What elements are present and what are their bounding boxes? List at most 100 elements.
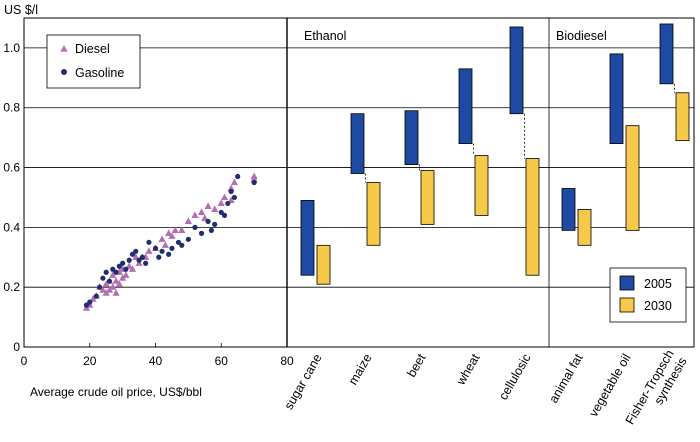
- gasoline-point: [228, 188, 234, 195]
- diesel-point: [115, 280, 123, 287]
- gasoline-point: [205, 218, 211, 224]
- category-label-line: maize: [346, 351, 375, 387]
- category-label: animal fat: [546, 351, 585, 405]
- diesel-point: [112, 289, 120, 296]
- diesel-point: [112, 277, 120, 284]
- gasoline-point: [166, 251, 172, 257]
- bar-2005: [350, 113, 365, 174]
- gasoline-point: [106, 278, 113, 284]
- diesel-point: [178, 226, 186, 233]
- diesel-point: [204, 202, 212, 210]
- category-label: maize: [346, 351, 375, 387]
- legend-gasoline-marker: [61, 69, 67, 75]
- legend-2005-label: 2005: [644, 277, 672, 291]
- bar-2030: [316, 244, 331, 285]
- ethanol-group-title: Ethanol: [304, 29, 346, 43]
- gasoline-point: [198, 230, 205, 236]
- bar-2005: [509, 26, 524, 115]
- bar-2030: [474, 155, 489, 216]
- plot-frame: [23, 17, 695, 348]
- bar-2030: [675, 92, 690, 142]
- y-tick-label: 0.2: [3, 280, 20, 294]
- gasoline-point: [123, 266, 129, 272]
- gasoline-point: [126, 257, 132, 263]
- gasoline-point: [169, 245, 175, 251]
- bar-2005: [609, 53, 624, 145]
- category-label: wheat: [453, 351, 483, 388]
- category-label-line: animal fat: [546, 351, 585, 405]
- bar-2030: [625, 125, 640, 231]
- diesel-point: [197, 208, 206, 216]
- gasoline-point: [113, 269, 119, 275]
- diesel-point: [145, 247, 153, 254]
- bar-2005: [458, 68, 473, 145]
- gasoline-point: [231, 194, 237, 201]
- gasoline-point: [110, 266, 116, 272]
- diesel-point: [99, 286, 107, 293]
- category-label: beet: [404, 351, 429, 380]
- gasoline-point: [235, 173, 241, 180]
- diesel-point: [158, 235, 166, 242]
- diesel-point: [122, 271, 130, 278]
- legend-2030-swatch: [619, 297, 635, 313]
- y-tick-label: 0.6: [3, 161, 20, 175]
- y-tick-label: 0: [13, 340, 20, 354]
- legend-2030-label: 2030: [644, 299, 672, 313]
- gasoline-point: [120, 260, 126, 266]
- diesel-point: [211, 205, 219, 213]
- gasoline-point: [221, 212, 228, 218]
- legend-diesel-label: Diesel: [75, 42, 110, 56]
- gasoline-point: [185, 236, 191, 242]
- diesel-point: [109, 271, 117, 278]
- gasoline-point: [179, 242, 185, 248]
- gasoline-point: [225, 200, 231, 207]
- diesel-point: [250, 175, 258, 183]
- category-label: Fisher-Tropschsynthesis: [623, 347, 690, 434]
- bar-2030: [420, 170, 435, 225]
- scatter-legend-box: [46, 34, 141, 89]
- category-label-line: cellulosic: [496, 352, 533, 403]
- gasoline-point: [97, 284, 103, 290]
- gasoline-point: [175, 239, 182, 245]
- gasoline-point: [103, 269, 109, 275]
- gasoline-point: [156, 254, 162, 260]
- legend-diesel-marker: [60, 45, 68, 52]
- gasoline-point: [192, 224, 198, 230]
- x-tick-label: 40: [149, 354, 163, 368]
- diesel-point: [109, 283, 117, 290]
- diesel-point: [168, 232, 176, 239]
- gasoline-point: [83, 302, 90, 308]
- gasoline-point: [100, 275, 106, 281]
- gasoline-point: [218, 209, 224, 216]
- y-tick-label: 0.4: [3, 220, 20, 234]
- biodiesel-group-title: Biodiesel: [556, 29, 607, 43]
- gasoline-point: [116, 263, 122, 269]
- diesel-point: [161, 241, 169, 248]
- diesel-point: [220, 193, 229, 201]
- category-label: cellulosic: [496, 352, 533, 403]
- bar-2005: [404, 110, 419, 165]
- bar-2030: [366, 182, 381, 246]
- category-label: vegetable oil: [586, 352, 633, 420]
- x-tick-label: 60: [215, 354, 229, 368]
- bar-2030: [577, 209, 592, 246]
- category-label-line: vegetable oil: [586, 352, 633, 420]
- diesel-point: [171, 226, 179, 233]
- gasoline-point: [133, 248, 139, 254]
- x-axis-label: Average crude oil price, US$/bbl: [30, 385, 202, 399]
- gasoline-point: [136, 257, 142, 263]
- category-label-line: beet: [404, 351, 429, 380]
- gasoline-point: [87, 299, 93, 305]
- diesel-point: [128, 265, 137, 272]
- bar-2030: [525, 158, 540, 276]
- gasoline-point: [139, 254, 145, 260]
- gasoline-point: [93, 293, 99, 299]
- legend-2005-swatch: [619, 275, 635, 291]
- bar-2005: [300, 200, 315, 276]
- y-axis-unit-label: US $/l: [4, 3, 38, 17]
- gasoline-point: [129, 251, 136, 257]
- gasoline-point: [152, 245, 159, 251]
- y-tick-label: 1.0: [3, 41, 20, 55]
- legend-gasoline-label: Gasoline: [75, 66, 124, 80]
